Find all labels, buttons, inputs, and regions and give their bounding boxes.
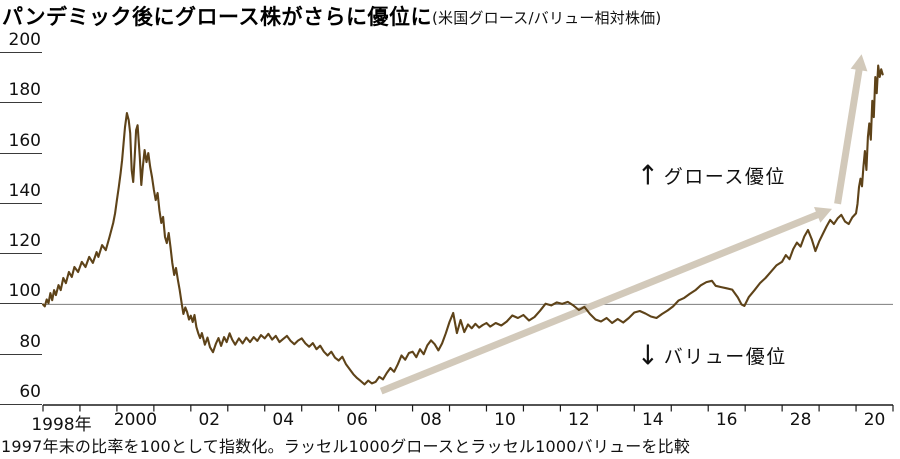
- footnote: 1997年末の比率を100として指数化。ラッセル1000グロースとラッセル100…: [1, 437, 691, 456]
- trend-arrow-shaft: [379, 210, 821, 395]
- y-axis-label: 200: [0, 28, 42, 53]
- relative-price-line: [41, 64, 884, 386]
- page-title: パンデミック後にグロース株がさらに優位に: [2, 5, 432, 29]
- y-axis-label: 180: [0, 78, 42, 104]
- y-axis-label: 140: [0, 179, 42, 204]
- value-advantage-label: バリュー優位: [663, 346, 787, 368]
- x-axis-label: 02: [198, 410, 221, 430]
- trend-arrow-shaft: [834, 67, 863, 205]
- x-axis-label: 08: [420, 410, 442, 430]
- x-axis-label: 10: [494, 410, 516, 430]
- x-axis-label: 1998年: [31, 415, 92, 435]
- growth-advantage-annotation: ↑ グロース優位: [637, 162, 786, 189]
- x-axis-label: 16: [715, 410, 738, 430]
- growth-advantage-label: グロース優位: [663, 166, 786, 188]
- up-arrow-icon: ↑: [637, 159, 659, 192]
- x-axis-label: 28: [789, 410, 812, 430]
- x-axis-label: 2000: [113, 410, 158, 430]
- x-axis-label: 12: [568, 410, 590, 430]
- header: パンデミック後にグロース株がさらに優位に (米国グロース/バリュー相対株価): [2, 1, 661, 31]
- down-arrow-icon: ↓: [637, 339, 659, 372]
- x-axis-label: 06: [346, 410, 368, 430]
- y-axis-label: 100: [0, 279, 42, 305]
- x-axis-label: 20: [863, 410, 886, 430]
- y-axis-label: 160: [0, 129, 42, 154]
- value-advantage-annotation: ↓ バリュー優位: [637, 342, 787, 369]
- x-axis-label: 04: [272, 410, 295, 430]
- page-subtitle: (米国グロース/バリュー相対株価): [432, 9, 662, 27]
- x-axis-label: 14: [641, 410, 664, 430]
- y-axis-label: 60: [0, 380, 42, 405]
- y-axis-label: 120: [0, 229, 42, 255]
- trend-arrow-head: [850, 54, 868, 72]
- y-axis-label: 80: [0, 330, 42, 355]
- trend-arrow-head: [814, 207, 833, 223]
